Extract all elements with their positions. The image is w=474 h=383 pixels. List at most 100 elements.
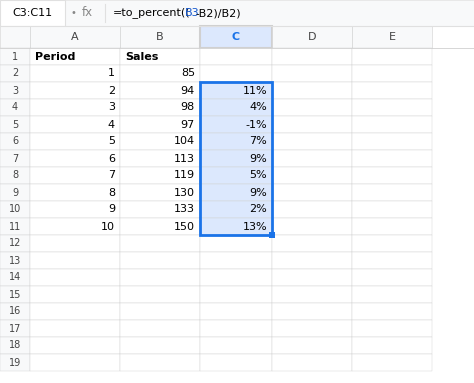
Bar <box>30 26 120 48</box>
Bar <box>0 99 30 116</box>
Text: C3:C11: C3:C11 <box>12 8 53 18</box>
Text: 6: 6 <box>12 136 18 147</box>
Bar <box>30 201 120 218</box>
Bar <box>200 116 272 133</box>
Bar <box>200 99 272 116</box>
Bar <box>0 201 30 218</box>
Bar <box>0 0 474 26</box>
Bar <box>30 269 120 286</box>
Bar <box>200 65 272 82</box>
Bar <box>30 337 120 354</box>
Text: 150: 150 <box>174 221 195 231</box>
Bar <box>30 133 120 150</box>
Bar <box>352 184 432 201</box>
Bar <box>200 167 272 184</box>
Text: C: C <box>232 32 240 42</box>
Bar <box>272 99 352 116</box>
Bar <box>30 65 120 82</box>
Bar <box>352 167 432 184</box>
Text: 7: 7 <box>108 170 115 180</box>
Bar <box>120 116 200 133</box>
Bar <box>30 48 120 65</box>
Bar <box>120 26 200 48</box>
Bar <box>272 116 352 133</box>
Text: 7: 7 <box>12 154 18 164</box>
Text: 6: 6 <box>108 154 115 164</box>
Text: 130: 130 <box>174 188 195 198</box>
Bar <box>272 269 352 286</box>
Bar <box>272 252 352 269</box>
Bar <box>120 201 200 218</box>
Bar <box>120 218 200 235</box>
Bar <box>30 320 120 337</box>
Bar <box>272 133 352 150</box>
Bar <box>120 303 200 320</box>
Bar <box>352 99 432 116</box>
Bar <box>200 286 272 303</box>
Text: 16: 16 <box>9 306 21 316</box>
Text: 2%: 2% <box>249 205 267 214</box>
Bar <box>0 303 30 320</box>
Bar <box>272 82 352 99</box>
Text: 14: 14 <box>9 272 21 283</box>
Bar <box>0 320 30 337</box>
Bar <box>272 48 352 65</box>
Text: 5: 5 <box>12 119 18 129</box>
Bar <box>30 218 120 235</box>
Bar <box>0 167 30 184</box>
Bar <box>200 82 272 235</box>
Text: 85: 85 <box>181 69 195 79</box>
Bar <box>0 26 30 48</box>
Bar <box>272 235 352 252</box>
Text: 94: 94 <box>181 85 195 95</box>
Bar <box>120 337 200 354</box>
Text: 10: 10 <box>101 221 115 231</box>
Text: 5%: 5% <box>249 170 267 180</box>
Text: B: B <box>156 32 164 42</box>
Text: fx: fx <box>82 7 92 20</box>
Text: 17: 17 <box>9 324 21 334</box>
Bar <box>352 218 432 235</box>
Text: 11%: 11% <box>242 85 267 95</box>
Bar <box>0 150 30 167</box>
Bar <box>30 252 120 269</box>
Bar <box>0 133 30 150</box>
Bar <box>120 184 200 201</box>
Text: Period: Period <box>35 51 75 62</box>
Text: 1: 1 <box>108 69 115 79</box>
Bar <box>120 48 200 65</box>
Bar <box>30 150 120 167</box>
Bar <box>120 150 200 167</box>
Bar <box>30 354 120 371</box>
Bar <box>272 167 352 184</box>
Text: Sales: Sales <box>125 51 158 62</box>
Bar <box>272 150 352 167</box>
Bar <box>269 232 275 238</box>
Bar <box>352 201 432 218</box>
Text: -B2)/B2): -B2)/B2) <box>195 8 241 18</box>
Bar <box>200 184 272 201</box>
Bar <box>120 354 200 371</box>
Text: 97: 97 <box>181 119 195 129</box>
Text: 19: 19 <box>9 357 21 368</box>
Bar <box>352 116 432 133</box>
Text: 133: 133 <box>174 205 195 214</box>
Text: B3: B3 <box>184 8 199 18</box>
Bar <box>0 82 30 99</box>
Bar <box>200 354 272 371</box>
Text: 11: 11 <box>9 221 21 231</box>
Text: 8: 8 <box>108 188 115 198</box>
Text: 8: 8 <box>12 170 18 180</box>
Bar <box>272 65 352 82</box>
Text: -1%: -1% <box>246 119 267 129</box>
Bar <box>352 269 432 286</box>
Bar <box>0 218 30 235</box>
Bar <box>30 99 120 116</box>
Bar <box>120 82 200 99</box>
Bar <box>272 320 352 337</box>
Text: E: E <box>389 32 395 42</box>
Bar <box>272 184 352 201</box>
Bar <box>352 286 432 303</box>
Text: 7%: 7% <box>249 136 267 147</box>
Text: 2: 2 <box>12 69 18 79</box>
